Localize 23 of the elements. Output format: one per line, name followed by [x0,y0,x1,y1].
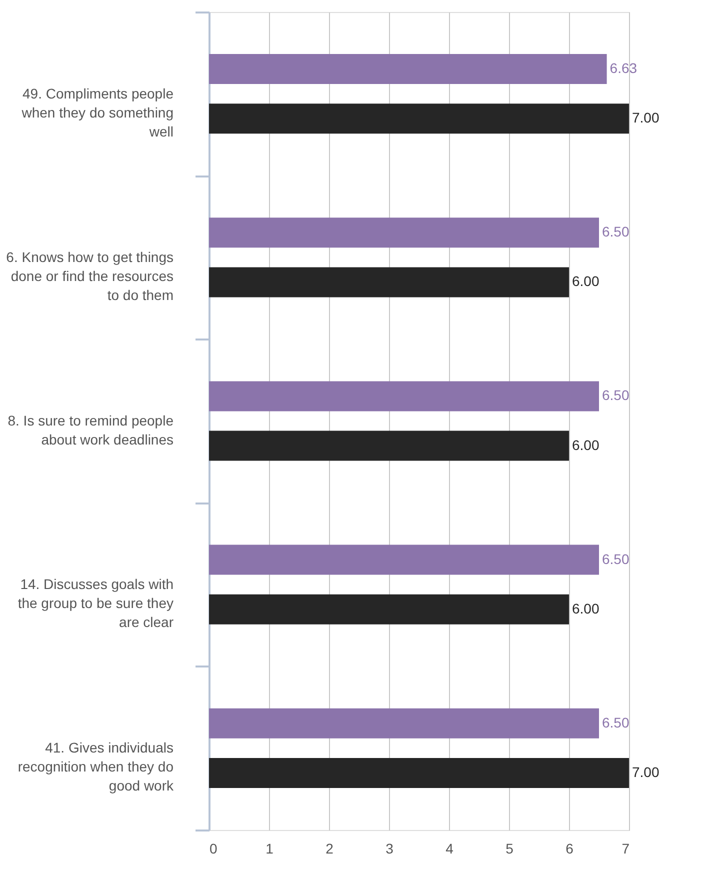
data-label: 6.00 [572,600,600,616]
data-label: 6.00 [572,436,600,453]
y-tick-label: 6. Knows how to get things done or find the resources to do them [6,248,174,303]
x-tick-label: 1 [266,840,274,856]
data-label: 6.00 [572,273,600,290]
data-label: 6.50 [602,550,630,567]
data-label: 6.63 [610,60,638,76]
data-label: 7.00 [632,110,660,126]
data-label: 6.50 [602,224,630,240]
x-tick-label: 0 [210,840,218,856]
x-tick-label: 5 [506,840,514,856]
y-tick-label: 49. Compliments people when they do something well [20,85,174,140]
x-tick-label: 4 [446,840,454,856]
x-tick-label: 7 [622,840,630,856]
data-label: 6.50 [602,387,630,404]
y-tick-label: 8. Is sure to remind people about work deadlines [8,412,174,448]
y-tick-label: 14. Discusses goals with the group to be sure they are clear [18,576,174,630]
y-tick-label: 41. Gives individuals recognition when they do good work [18,740,174,794]
x-tick-label: 3 [386,840,394,856]
data-label: 6.50 [602,714,630,730]
x-tick-label: 2 [326,840,334,856]
data-label: 7.00 [632,764,660,780]
x-tick-label: 6 [566,840,574,856]
